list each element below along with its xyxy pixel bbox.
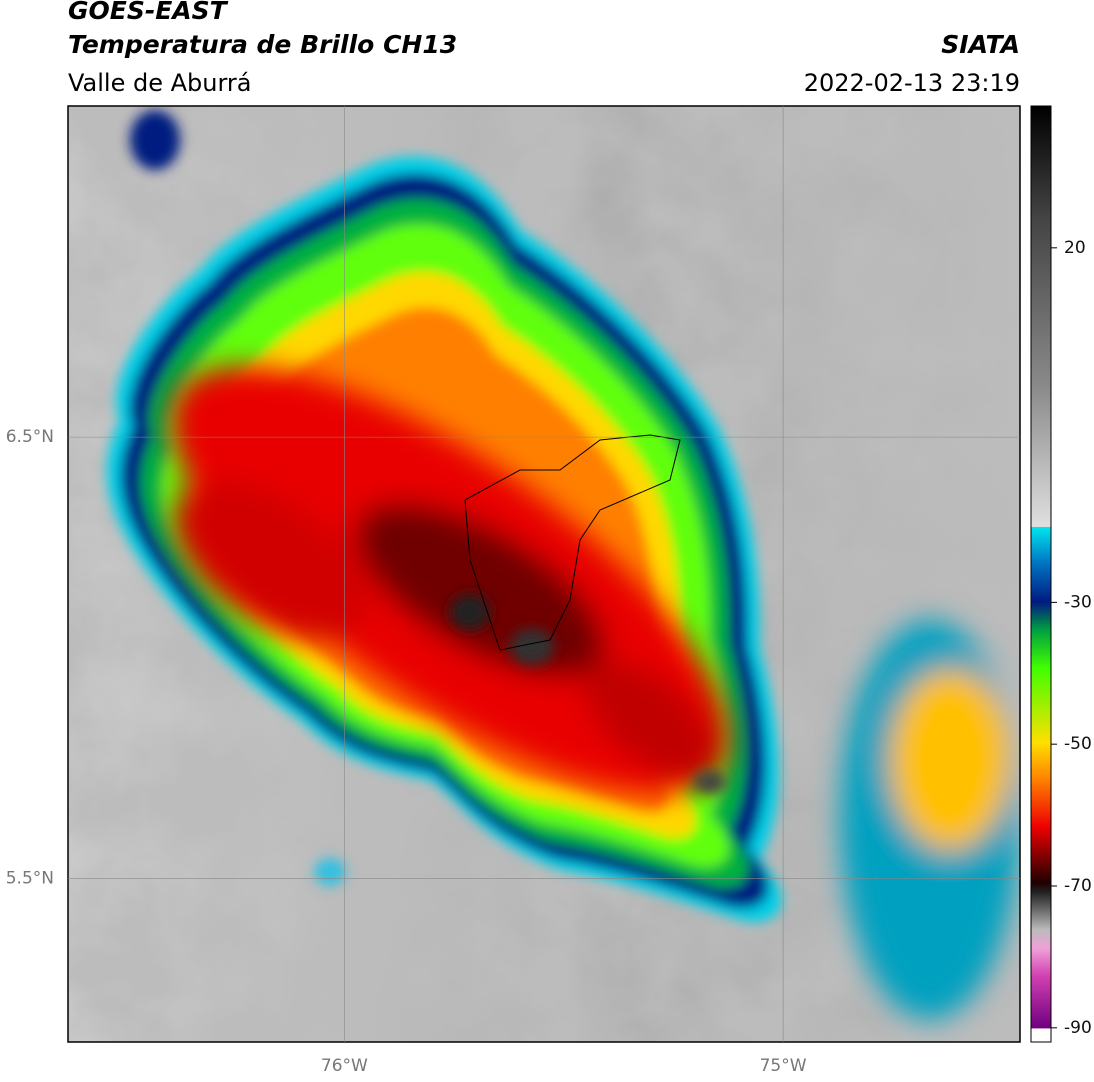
boundary xyxy=(464,434,681,651)
colorbar-tick-label: 20 xyxy=(1064,238,1086,258)
source: SIATA xyxy=(941,30,1020,59)
x-tick-label: 75°W xyxy=(760,1056,807,1076)
colorbar-tick-label: -70 xyxy=(1064,876,1092,896)
colorbar xyxy=(1030,105,1052,1043)
colorbar-tick-label: -30 xyxy=(1064,592,1092,612)
datetime: 2022-02-13 23:19 xyxy=(804,69,1020,97)
subtitle: Temperatura de Brillo CH13 xyxy=(68,30,457,59)
title: GOES-EAST xyxy=(68,0,229,25)
satellite-image xyxy=(68,106,1020,1042)
y-tick-label: 5.5°N xyxy=(6,869,54,889)
y-tick-label: 6.5°N xyxy=(6,427,54,447)
colorbar-tick-label: -50 xyxy=(1064,734,1092,754)
x-tick-label: 76°W xyxy=(321,1056,368,1076)
map-frame xyxy=(67,105,1021,1043)
colorbar-tick-label: -90 xyxy=(1064,1018,1092,1038)
region: Valle de Aburrá xyxy=(68,69,252,97)
